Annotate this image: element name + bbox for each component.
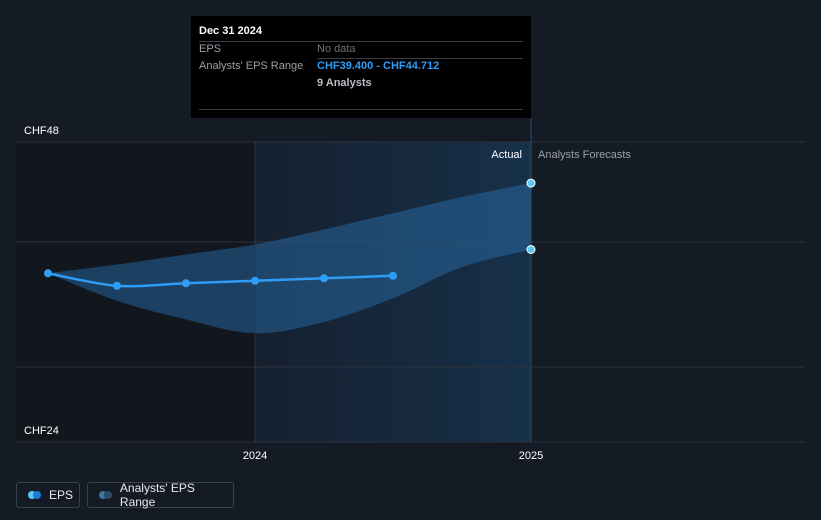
eps-point [320,274,328,283]
tooltip-analysts-count: 9 Analysts [317,77,372,89]
x-axis-label: 2025 [519,450,543,462]
eps-point [44,269,52,278]
legend-range-label: Analysts' EPS Range [119,481,195,509]
eps-point [251,276,259,285]
tooltip-date: Dec 31 2024 [199,25,262,37]
y-axis-label: CHF24 [24,425,59,437]
tooltip-eps-label: EPS [199,43,222,55]
tooltip-range-label: Analysts' EPS Range [199,60,304,72]
y-axis-label: CHF48 [24,125,59,137]
eps-point [182,279,190,288]
legend-range-button[interactable]: Analysts' EPS Range [87,481,234,509]
tooltip-divider [199,109,523,110]
actual-region-label: Actual [491,149,522,161]
tooltip-range-value: CHF39.400 - CHF44.712 [317,60,440,72]
forecast-region-label: Analysts Forecasts [538,149,631,161]
eps-point [113,281,121,290]
tooltip-eps-value: No data [317,43,356,55]
tooltip: Dec 31 2024 EPS No data Analysts' EPS Ra… [191,16,531,118]
eps-line [47,272,394,288]
range-high-marker [526,178,536,188]
forecast-region-background [255,142,531,442]
eps-legend-icon [28,491,42,499]
tooltip-divider [317,58,523,59]
legend-eps-button[interactable]: EPS [16,482,80,508]
x-axis-label: 2024 [243,450,267,462]
range-legend-icon [99,491,113,499]
analysts-eps-range-area [48,183,531,334]
range-low-marker [526,245,536,254]
past-region-background [16,142,255,442]
tooltip-divider [199,41,523,42]
legend-eps-label: EPS [49,488,74,502]
eps-point [389,271,397,280]
